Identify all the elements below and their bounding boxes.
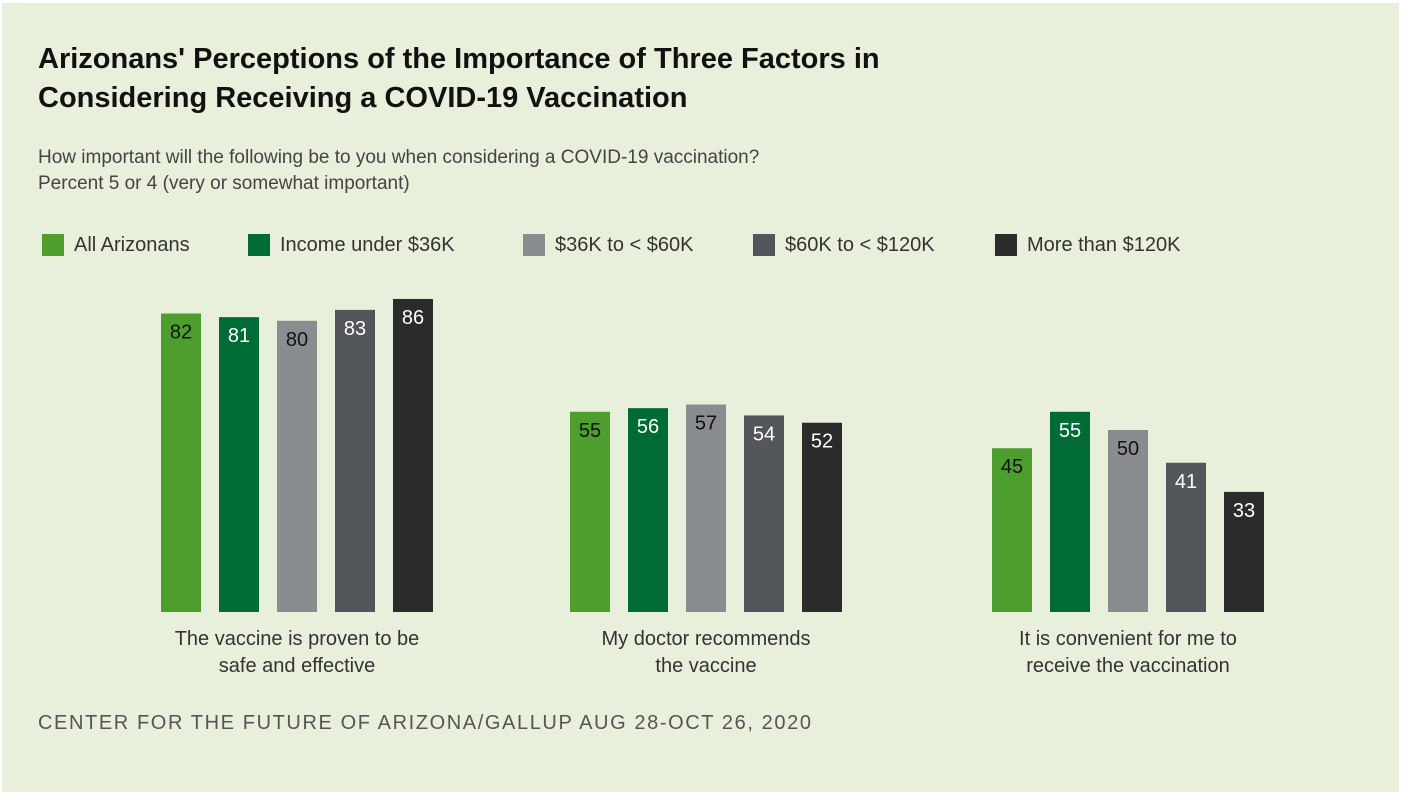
bar — [1108, 430, 1148, 612]
legend-label: $36K to < $60K — [555, 233, 694, 256]
bar-value-label: 55 — [1059, 420, 1081, 442]
category-label: My doctor recommends — [602, 628, 811, 650]
bar — [277, 320, 317, 612]
bar-value-label: 81 — [228, 325, 250, 347]
bar-value-label: 55 — [579, 420, 601, 442]
chart-subtitle-note: Percent 5 or 4 (very or somewhat importa… — [38, 173, 410, 194]
bar — [992, 448, 1032, 612]
legend-swatch — [995, 234, 1017, 256]
bar-value-label: 54 — [753, 423, 775, 445]
legend-item-36k-to-60k: $36K to < $60K — [523, 230, 693, 260]
bar — [570, 411, 610, 612]
legend-swatch — [753, 234, 775, 256]
legend-swatch — [248, 234, 270, 256]
bar — [744, 415, 784, 612]
legend-item-all-arizonans: All Arizonans — [42, 230, 190, 260]
legend-swatch — [42, 234, 64, 256]
legend-label: Income under $36K — [280, 233, 455, 256]
bar — [1050, 411, 1090, 612]
bar-value-label: 82 — [170, 322, 192, 344]
bar — [802, 422, 842, 612]
bar-value-label: 52 — [811, 431, 833, 453]
category-label: receive the vaccination — [1026, 655, 1229, 677]
legend-label: $60K to < $120K — [785, 233, 935, 256]
bar-group-1: 82 81 80 83 86 The vaccine is proven to be saf… — [161, 298, 433, 677]
chart-subtitle: How important will the following be to y… — [38, 145, 759, 197]
legend-item-60k-to-120k: $60K to < $120K — [753, 230, 935, 260]
legend-item-more-than-120k: More than $120K — [995, 230, 1180, 260]
bar — [628, 408, 668, 612]
bar-value-label: 86 — [402, 307, 424, 329]
bar-value-label: 80 — [286, 329, 308, 351]
bar-group-2: 55 56 57 54 52 My doctor recommends the vaccin… — [570, 404, 842, 677]
bar-group-3: 45 55 50 41 33 It is convenient for me to rece… — [992, 411, 1264, 677]
category-label: It is convenient for me to — [1019, 628, 1237, 650]
bar-value-label: 41 — [1175, 471, 1197, 493]
legend-label: More than $120K — [1027, 233, 1181, 256]
category-label: The vaccine is proven to be — [175, 628, 420, 650]
chart-title-line-2: Considering Receiving a COVID-19 Vaccina… — [38, 82, 688, 114]
bar — [335, 309, 375, 612]
chart-title-line-1: Arizonans' Perceptions of the Importance… — [38, 43, 880, 75]
bar — [161, 313, 201, 612]
legend-label: All Arizonans — [74, 233, 190, 256]
legend-item-income-under-36k: Income under $36K — [248, 230, 455, 260]
bar-value-label: 83 — [344, 318, 366, 340]
bar-value-label: 45 — [1001, 456, 1023, 478]
chart-title: Arizonans' Perceptions of the Importance… — [38, 40, 1138, 118]
bar — [393, 298, 433, 612]
legend-swatch — [523, 234, 545, 256]
category-label: the vaccine — [655, 655, 756, 677]
chart-subtitle-question: How important will the following be to y… — [38, 147, 760, 168]
source-note: CENTER FOR THE FUTURE OF ARIZONA/GALLUP … — [38, 712, 813, 734]
bar — [686, 404, 726, 612]
bar-value-label: 33 — [1233, 500, 1255, 522]
bar — [1224, 491, 1264, 612]
bar — [1166, 462, 1206, 612]
bar-value-label: 50 — [1117, 438, 1139, 460]
bar-value-label: 57 — [695, 413, 717, 435]
bar-value-label: 56 — [637, 416, 659, 438]
bar — [219, 317, 259, 612]
category-label: safe and effective — [219, 655, 375, 677]
